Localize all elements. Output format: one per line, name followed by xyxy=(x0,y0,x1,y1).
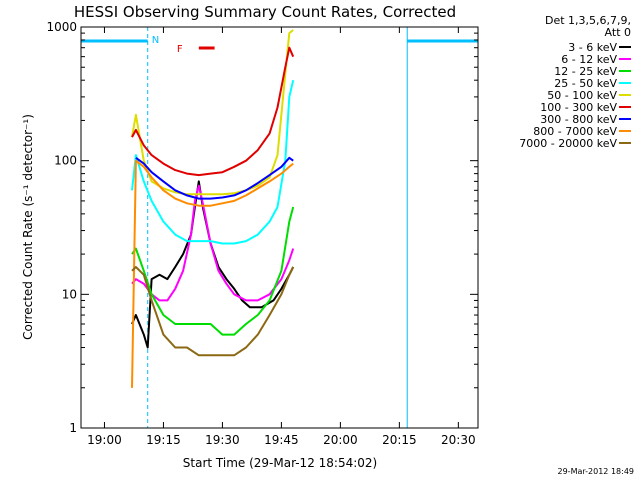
legend-header-line-1: Det 1,3,5,6,7,9, xyxy=(545,14,631,27)
series-line-3 xyxy=(131,206,295,336)
x-tick-label: 20:00 xyxy=(323,433,358,447)
flag-markers: NF xyxy=(152,35,215,55)
legend-label-4: 25 - 50 keV xyxy=(554,77,617,90)
y-tick-label: 1 xyxy=(69,421,77,435)
series-line-5 xyxy=(131,29,294,196)
y-axis-ticks: 1 10 100 1000 xyxy=(46,20,478,435)
x-axis-ticks: 19:00 19:15 19:30 19:45 20:00 20:15 20:30 xyxy=(87,27,476,447)
x-tick-label: 19:30 xyxy=(205,433,240,447)
chart-title: HESSI Observing Summary Count Rates, Cor… xyxy=(74,3,456,21)
night-flag-label: N xyxy=(152,35,159,46)
timestamp: 29-Mar-2012 18:49 xyxy=(558,467,635,476)
x-tick-label: 19:00 xyxy=(87,433,122,447)
legend-label-8: 800 - 7000 keV xyxy=(533,125,617,138)
x-tick-label: 19:15 xyxy=(146,433,181,447)
x-tick-label: 19:45 xyxy=(264,433,299,447)
legend-label-3: 12 - 25 keV xyxy=(554,65,617,78)
series-lines xyxy=(131,29,295,388)
legend-header-line-2: Att 0 xyxy=(605,26,631,39)
legend-label-2: 6 - 12 keV xyxy=(561,53,617,66)
y-tick-label: 10 xyxy=(62,287,77,301)
y-axis-label: Corrected Count Rate (s⁻¹ detector⁻¹) xyxy=(21,114,35,340)
flare-flag-label: F xyxy=(177,44,183,55)
legend-label-9: 7000 - 20000 keV xyxy=(519,137,617,150)
y-tick-label: 100 xyxy=(54,154,77,168)
series-line-8 xyxy=(131,159,294,388)
y-tick-label: 1000 xyxy=(46,20,77,34)
x-tick-label: 20:15 xyxy=(382,433,417,447)
legend-label-6: 100 - 300 keV xyxy=(540,101,617,114)
x-axis-label: Start Time (29-Mar-12 18:54:02) xyxy=(183,456,377,470)
series-line-4 xyxy=(131,79,295,245)
legend-label-5: 50 - 100 keV xyxy=(547,89,617,102)
x-tick-label: 20:30 xyxy=(441,433,476,447)
plot-frame xyxy=(80,26,479,429)
legend-label-1: 3 - 6 keV xyxy=(568,41,617,54)
legend-label-7: 300 - 800 keV xyxy=(540,113,617,126)
series-line-7 xyxy=(135,156,294,200)
series-line-6 xyxy=(131,46,295,177)
series-line-9 xyxy=(131,266,295,357)
